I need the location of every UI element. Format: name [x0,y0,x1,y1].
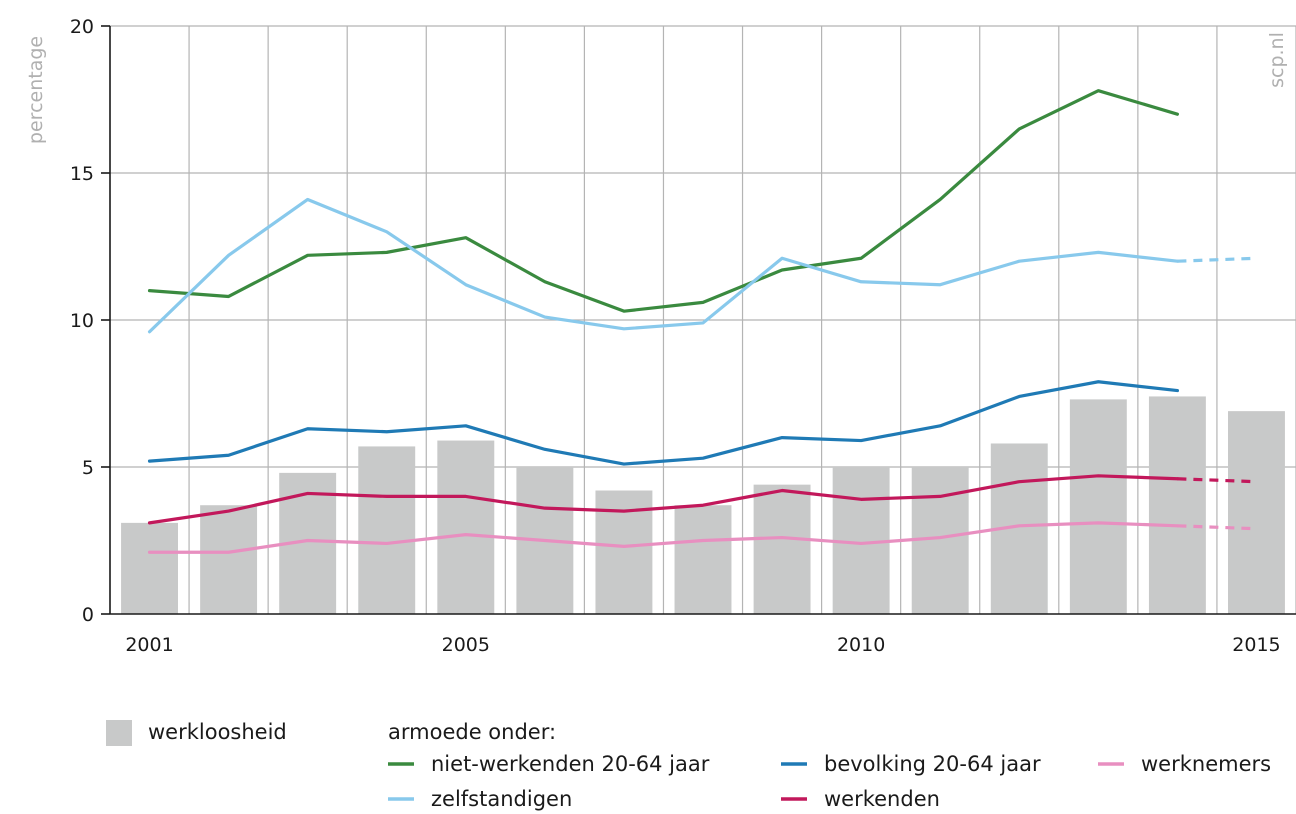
legend-label: werkenden [824,787,940,811]
bar-werkloosheid [753,484,811,614]
bar-werkloosheid [437,440,495,614]
y-axis-label: percentage [25,36,47,144]
legend-swatch-werkloosheid [106,720,132,746]
series-line [147,89,1180,313]
x-tick-label: 2010 [837,634,885,656]
bar-werkloosheid [1069,399,1127,614]
series-line-projected [1177,524,1257,531]
legend-label: zelfstandigen [431,787,572,811]
legend-label: niet-werkenden 20-64 jaar [431,752,710,776]
x-tick-label: 2015 [1232,634,1280,656]
source-label: scp.nl [1266,32,1288,88]
y-tick-label: 20 [70,16,94,38]
series-line [147,474,1180,525]
axes: 0 5 10 15 20 2001 2005 2010 2015 [70,16,1296,656]
legend-label: werknemers [1141,752,1271,776]
series-line-projected [1177,256,1257,263]
legend: werkloosheid armoede onder: niet-werkenden… [106,720,1271,811]
y-tick-label: 15 [70,163,94,185]
series-lines [147,89,1257,554]
bar-werkloosheid [121,522,178,614]
series-line [147,521,1180,554]
legend-heading: armoede onder: [388,720,556,744]
bar-werkloosheid [1148,396,1206,614]
legend-label: bevolking 20-64 jaar [824,752,1041,776]
grid [110,25,1296,614]
y-tick-label: 5 [82,457,94,479]
legend-label-werkloosheid: werkloosheid [148,720,287,744]
bar-werkloosheid [674,505,732,614]
series-line [147,197,1180,334]
y-tick-label: 10 [70,310,94,332]
bar-werkloosheid [200,505,258,614]
bar-werkloosheid [1228,411,1285,614]
series-line [147,380,1180,466]
bar-werkloosheid [358,446,416,614]
x-tick-label: 2005 [442,634,490,656]
x-tick-label: 2001 [125,634,173,656]
series-line-projected [1177,477,1257,484]
y-tick-label: 0 [82,604,94,626]
